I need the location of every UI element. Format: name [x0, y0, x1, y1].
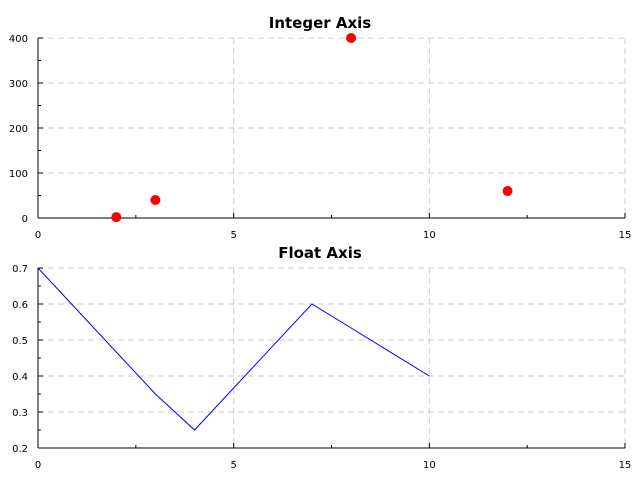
scatter-point: [346, 33, 357, 43]
data-points: [111, 33, 513, 223]
x-tick-label: 5: [230, 230, 236, 241]
y-tick-label: 0.6: [12, 300, 28, 311]
y-tick-label: 0.7: [12, 264, 28, 275]
y-tick-label: 100: [9, 169, 28, 180]
x-tick-label: 5: [230, 460, 236, 471]
scatter-point: [150, 195, 161, 205]
grid: [38, 267, 626, 448]
scatter-point: [111, 212, 122, 223]
axes: [37, 267, 626, 449]
y-tick-label: 0.4: [12, 372, 28, 383]
series-line: [37, 267, 430, 431]
y-tick-label: 0.5: [12, 336, 28, 347]
float-axis-chart: Float Axis 0 5 10 15 0.2 0.3 0.4 0.5 0.6 0.7: [12, 244, 631, 471]
y-tick-label: 0.2: [12, 444, 28, 455]
x-tick-label: 10: [423, 230, 436, 241]
chart-title: Float Axis: [278, 244, 362, 262]
axes: [37, 37, 626, 219]
y-tick-label: 0.3: [12, 408, 28, 419]
chart-title: Integer Axis: [269, 14, 372, 32]
tick-labels: 0 5 10 15 0 100 200 300 400: [9, 34, 631, 241]
grid: [38, 37, 626, 218]
x-tick-label: 15: [619, 460, 632, 471]
y-tick-label: 400: [9, 34, 28, 45]
tick-labels: 0 5 10 15 0.2 0.3 0.4 0.5 0.6 0.7: [12, 264, 631, 471]
x-tick-label: 0: [35, 460, 41, 471]
x-tick-label: 0: [35, 230, 41, 241]
x-tick-label: 15: [619, 230, 632, 241]
scatter-point: [502, 186, 513, 196]
y-tick-label: 0: [22, 214, 28, 225]
x-tick-label: 10: [423, 460, 436, 471]
integer-axis-chart: Integer Axis 0 5 10 15 0 100 200 300 400: [9, 14, 631, 241]
y-tick-label: 300: [9, 79, 28, 90]
data-line: [37, 267, 430, 431]
y-tick-label: 200: [9, 124, 28, 135]
